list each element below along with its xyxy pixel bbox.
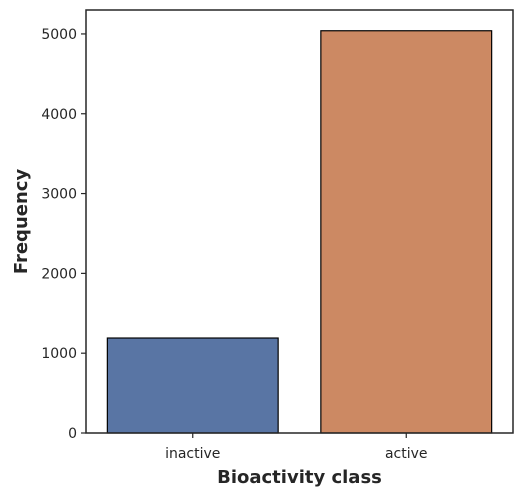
x-axis-ticks: inactive active — [165, 433, 428, 462]
x-tick-label: inactive — [165, 446, 220, 462]
bars-group — [106, 30, 493, 434]
bar-inactive — [106, 337, 279, 434]
bar-active — [320, 30, 493, 434]
x-axis-title: Bioactivity class — [217, 467, 382, 488]
y-tick-label: 3000 — [41, 187, 77, 203]
plot-frame — [85, 9, 514, 434]
x-tick-label: active — [385, 446, 428, 462]
y-tick-label: 5000 — [41, 27, 77, 43]
y-axis-title: Frequency — [11, 169, 32, 275]
y-tick-label: 2000 — [41, 266, 77, 282]
y-tick-label: 0 — [68, 426, 77, 442]
y-axis-ticks: 0 1000 2000 3000 4000 5000 — [41, 27, 86, 442]
y-tick-label: 4000 — [41, 107, 77, 123]
y-tick-label: 1000 — [41, 346, 77, 362]
